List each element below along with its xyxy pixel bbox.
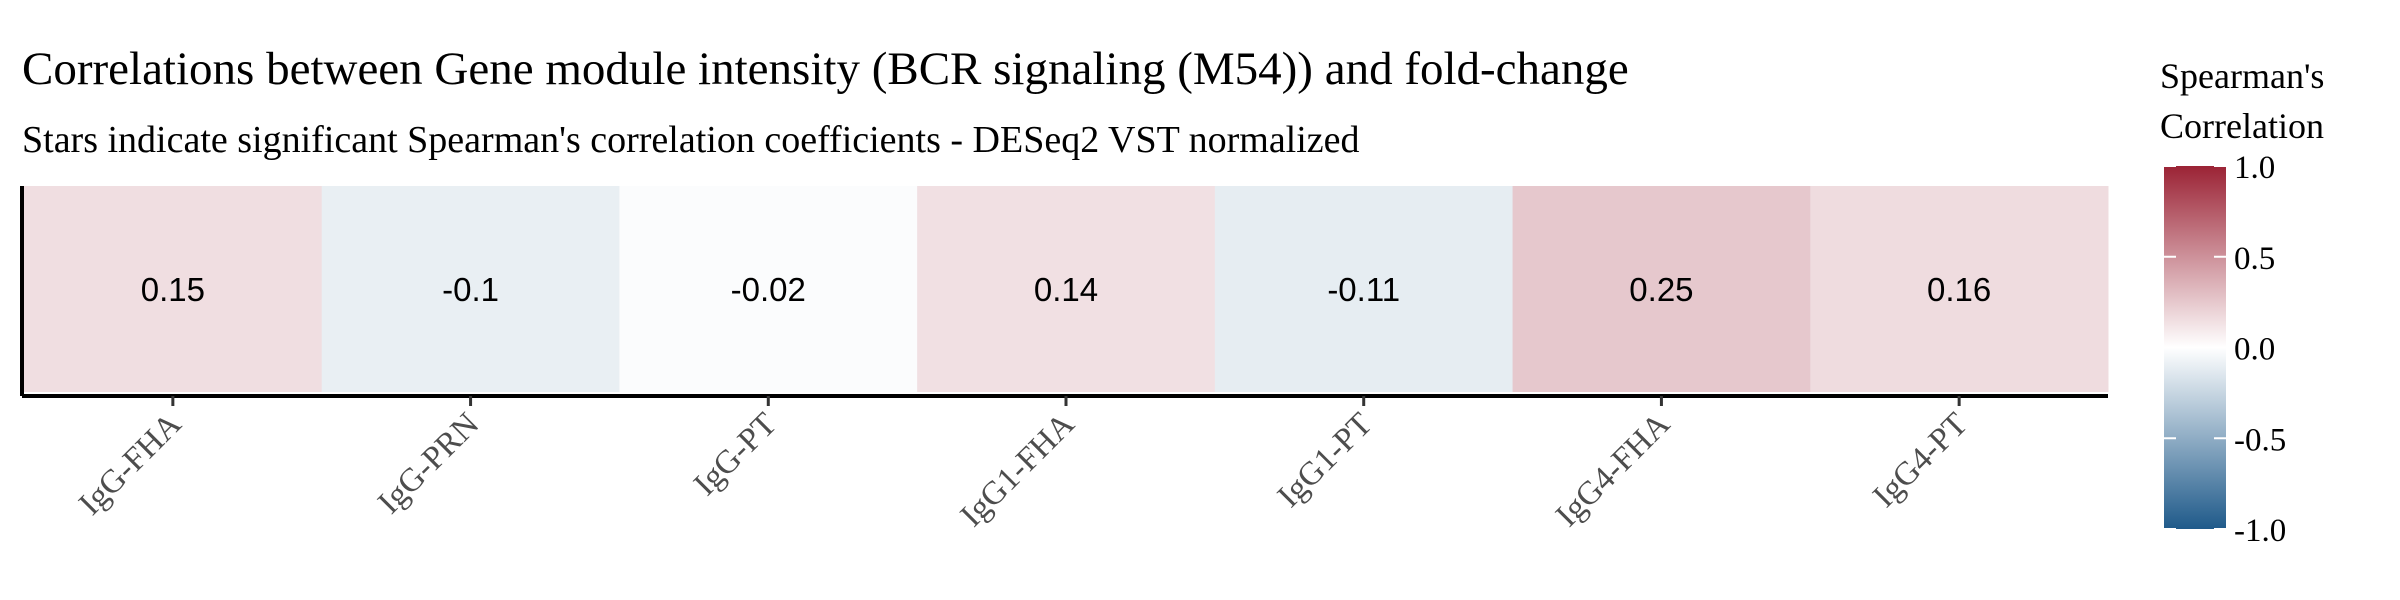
legend-tick-label: 0.5 [2234, 241, 2275, 277]
cell-value-label: -0.11 [1327, 271, 1400, 308]
x-axis-ticks [171, 396, 1961, 406]
cell-value-label: -0.1 [442, 271, 499, 308]
x-tick-label: IgG-PT [687, 406, 784, 503]
color-legend: Spearman's Correlation 1.0 0.5 0.0 -0.5 -1.0 [2160, 56, 2324, 549]
heatmap-cell [1810, 186, 2109, 392]
heatmap-cell [24, 186, 323, 392]
heatmap-cell [1512, 186, 1811, 392]
x-tick-label: IgG4-PT [1866, 406, 1974, 514]
legend-ticks: 1.0 0.5 0.0 -0.5 -1.0 [2164, 150, 2286, 549]
heatmap-value-labels: 0.15 -0.1 -0.02 0.14 -0.11 0.25 0.16 [141, 271, 1992, 308]
x-tick-label: IgG4-FHA [1549, 406, 1677, 534]
legend-tick-label: 1.0 [2234, 150, 2275, 186]
cell-value-label: 0.16 [1927, 271, 1991, 308]
x-tick-label: IgG-PRN [371, 406, 486, 521]
heatmap-cell [917, 186, 1216, 392]
x-tick-label: IgG1-FHA [954, 406, 1082, 534]
x-tick-label: IgG-FHA [72, 406, 188, 522]
legend-tick-label: -1.0 [2234, 513, 2286, 549]
chart-subtitle: Stars indicate significant Spearman's co… [22, 119, 1360, 161]
heatmap-cell [321, 186, 620, 392]
legend-tick-label: 0.0 [2234, 332, 2275, 368]
legend-tick-label: -0.5 [2234, 422, 2286, 458]
chart-title: Correlations between Gene module intensi… [22, 43, 1629, 95]
x-axis-tick-labels: IgG-FHA IgG-PRN IgG-PT IgG1-FHA IgG1-PT IgG4-… [72, 406, 1974, 534]
cell-value-label: 0.14 [1034, 271, 1098, 308]
cell-value-label: 0.15 [141, 271, 205, 308]
legend-title-line2: Correlation [2160, 106, 2324, 146]
cell-value-label: 0.25 [1629, 271, 1693, 308]
cell-value-label: -0.02 [731, 271, 806, 308]
heatmap-cell [1214, 186, 1514, 392]
heatmap-cells [24, 186, 2109, 392]
heatmap-cell [619, 186, 918, 392]
legend-title-line1: Spearman's [2160, 56, 2324, 96]
x-tick-label: IgG1-PT [1271, 406, 1379, 514]
